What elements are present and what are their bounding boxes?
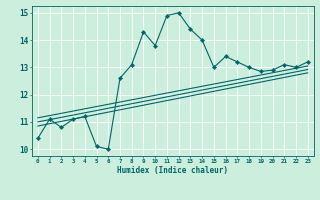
X-axis label: Humidex (Indice chaleur): Humidex (Indice chaleur): [117, 166, 228, 175]
